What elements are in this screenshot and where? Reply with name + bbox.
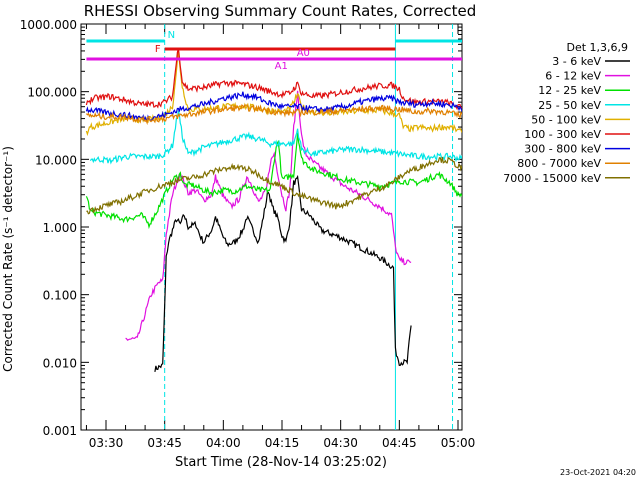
legend-label: 6 - 12 keV [545,70,601,83]
chart-title: RHESSI Observing Summary Count Rates, Co… [84,2,477,20]
legend-label: 300 - 800 keV [524,143,601,156]
series-line-8 [85,104,462,126]
series-line-1 [154,174,412,372]
x-tick-label: 03:30 [89,436,124,450]
plot-frame [80,23,463,431]
x-tick-label: 04:45 [382,436,417,450]
y-tick-label: 1.000 [43,221,77,235]
series-group [85,39,462,372]
flag-label-f: F [155,44,161,55]
series-line-4 [89,110,462,165]
y-tick-label: 0.100 [43,289,77,303]
y-tick-label: 0.001 [43,424,77,438]
legend-label: 100 - 300 keV [524,128,601,141]
series-line-3 [85,133,462,230]
flag-label-n: N [168,30,175,41]
legend-label: 7000 - 15000 keV [503,172,601,185]
x-tick-label: 03:45 [147,436,182,450]
y-tick-label: 0.010 [43,356,77,370]
plot-area: 1000.000 100.000 10.000 1.000 0.100 0.010 0.00… [20,18,476,450]
footer-date: 23-Oct-2021 04:20 [560,468,636,477]
x-tick-label: 04:00 [206,436,241,450]
series-line-6 [85,48,462,111]
flag-label-a1: A1 [275,61,288,72]
series-line-2 [125,90,412,341]
x-axis-label: Start Time (28-Nov-14 03:25:02) [175,455,387,470]
legend-label: 12 - 25 keV [538,84,601,97]
y-tick-label: 10.000 [35,153,77,167]
x-tick-label: 04:30 [323,436,358,450]
series-line-9 [86,156,462,215]
flag-label-a0: A0 [297,48,310,59]
legend-label: 25 - 50 keV [538,99,601,112]
legend-label: 3 - 6 keV [552,55,601,68]
legend-label: 50 - 100 keV [531,113,601,126]
x-tick-label: 04:15 [265,436,300,450]
x-tick-label: 05:00 [441,436,476,450]
legend-label: 800 - 7000 keV [517,157,601,170]
y-tick-label: 100.000 [27,86,77,100]
legend-title: Det 1,3,6,9 [566,41,628,54]
y-tick-label: 1000.000 [20,18,77,32]
y-axis-label: Corrected Count Rate (s⁻¹ detector⁻¹) [1,146,15,372]
